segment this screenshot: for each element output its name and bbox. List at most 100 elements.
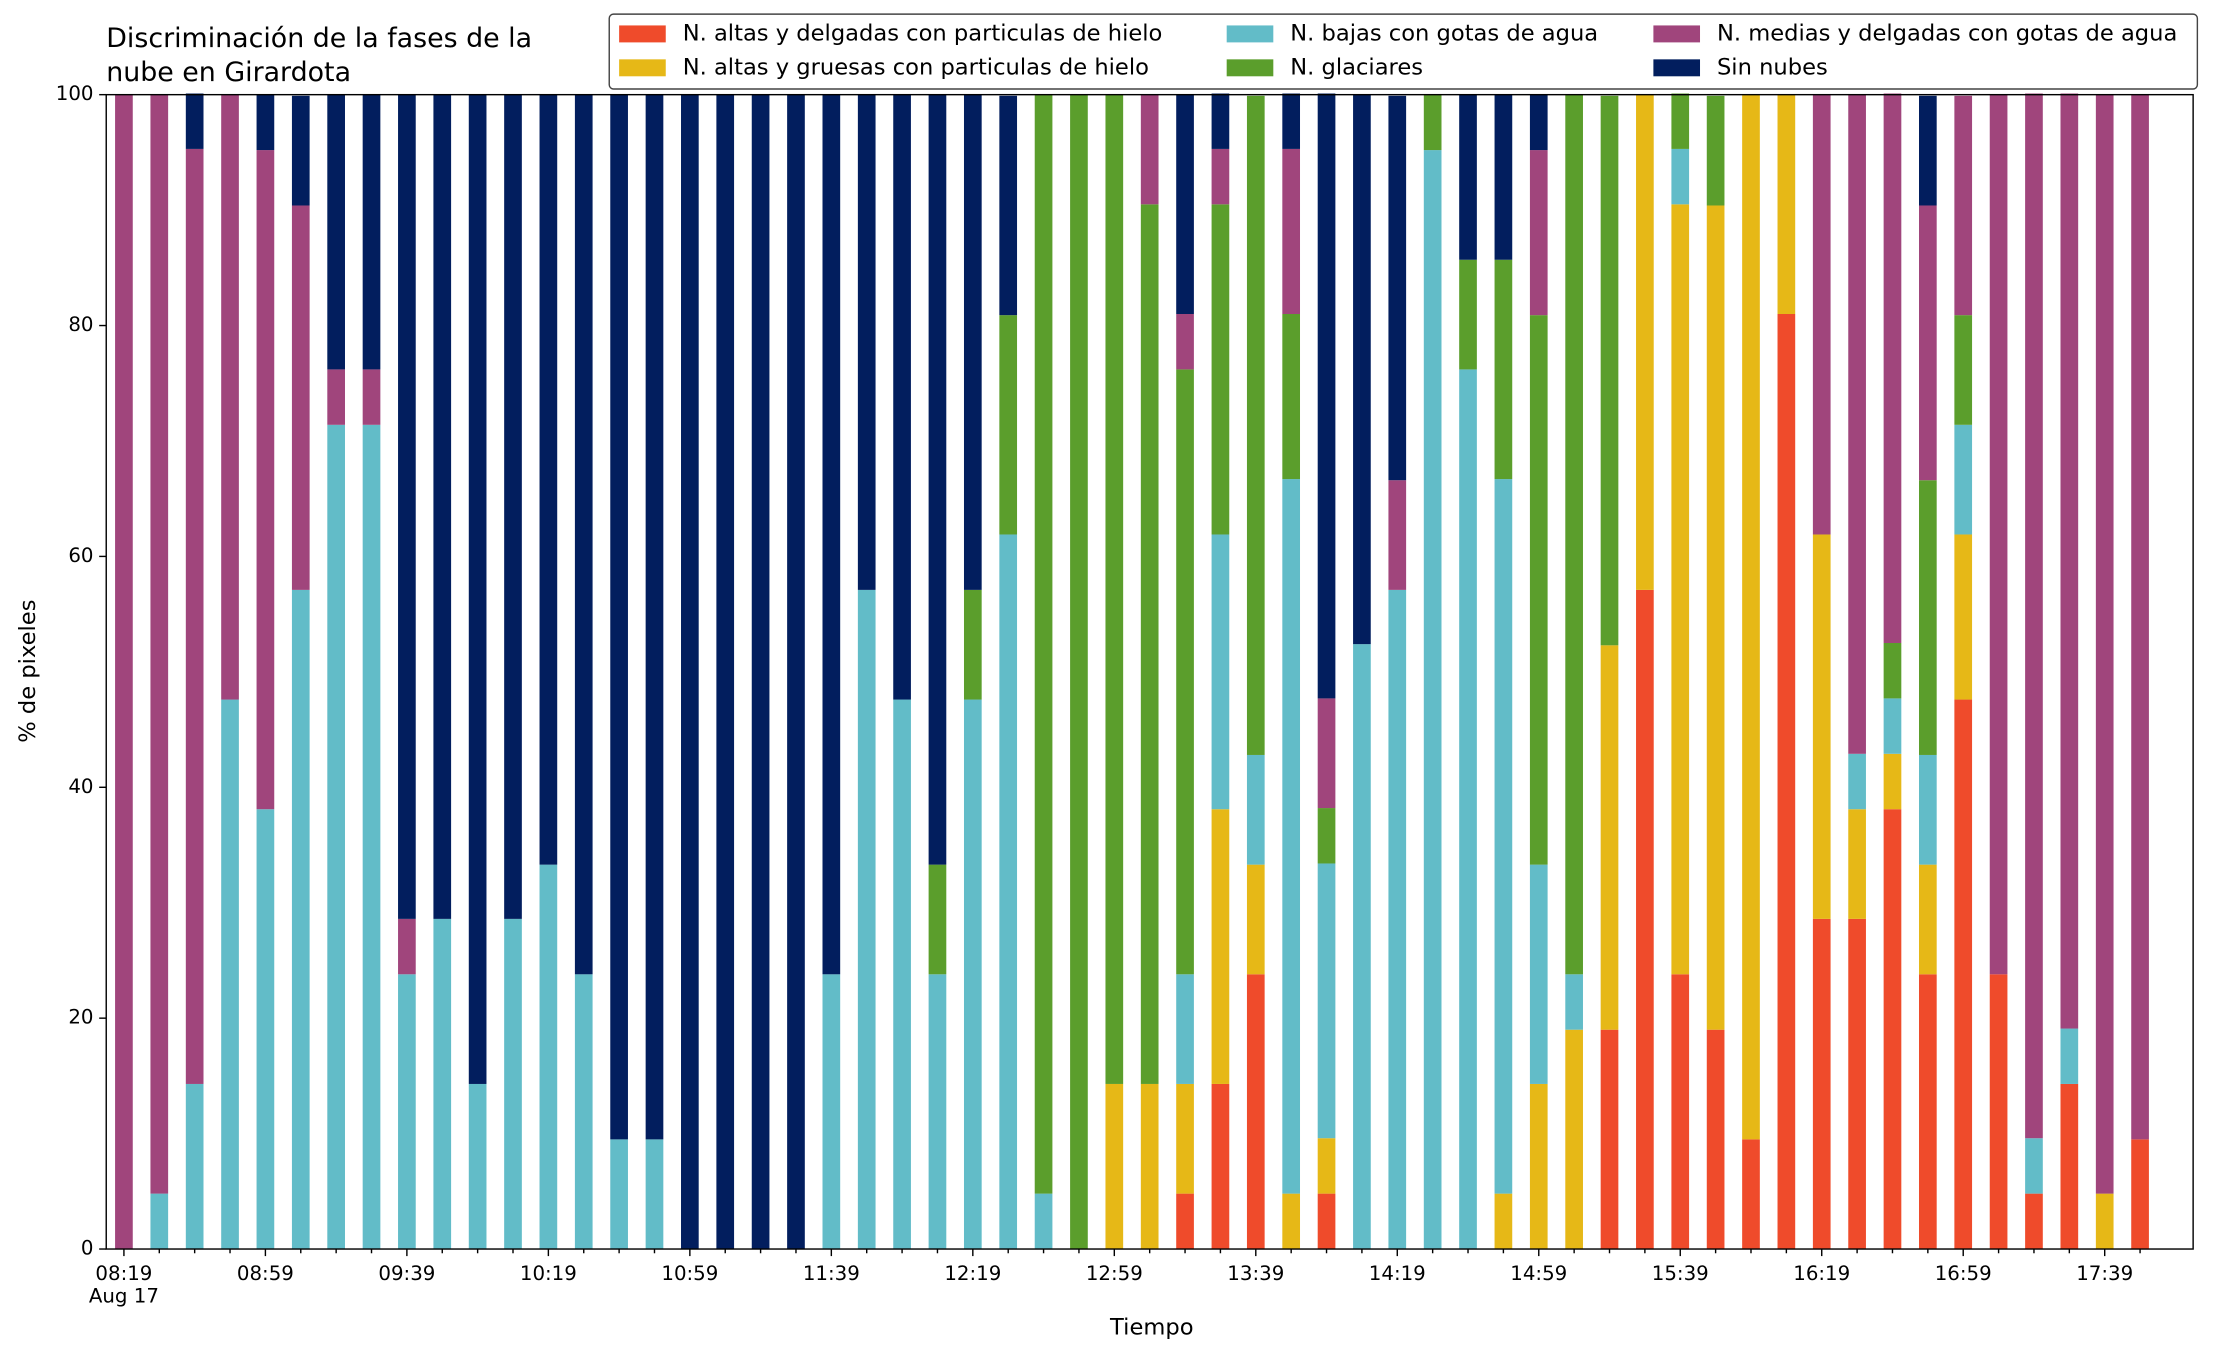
bar-segment <box>963 699 982 1250</box>
y-tick-label: 80 <box>68 313 93 336</box>
bar-segment <box>822 94 841 975</box>
bar-segment <box>1140 204 1159 1084</box>
bar-segment <box>610 94 628 1140</box>
bar-segment <box>1317 1193 1336 1250</box>
bar-segment <box>1919 754 1937 865</box>
bar-segment <box>822 974 841 1250</box>
bar-segment <box>1600 95 1619 646</box>
bar-segment <box>150 94 169 1194</box>
bar-segment <box>1883 642 1902 699</box>
bar-segment <box>645 94 664 1140</box>
bar-segment <box>1812 534 1831 919</box>
bar-segment <box>1954 95 1973 316</box>
bar-segment <box>751 94 770 1250</box>
legend-box <box>608 13 2199 90</box>
legend-label: N. altas y gruesas con particulas de hie… <box>683 54 1149 80</box>
bar-segment <box>2095 94 2114 1194</box>
bar-segment <box>1706 205 1725 1030</box>
bar-segment <box>1812 94 1831 535</box>
bar-segment <box>221 699 239 1250</box>
bar-segment <box>1812 918 1831 1250</box>
x-tick-label: 15:39 <box>1652 1262 1709 1285</box>
x-tick-label: 14:19 <box>1369 1262 1426 1285</box>
bar-segment <box>1848 753 1866 810</box>
bar-segment <box>1282 479 1301 1194</box>
bar-segment <box>1353 94 1371 645</box>
bar-segment <box>1494 1193 1513 1250</box>
bar-segment <box>185 93 204 149</box>
bar-segment <box>1954 315 1973 425</box>
bar-segment <box>1706 1029 1725 1250</box>
bar-segment <box>362 94 381 370</box>
bar-segment <box>716 94 735 1250</box>
bar-segment <box>291 589 310 1250</box>
legend-swatch <box>619 59 666 77</box>
y-axis-label: % de pixeles <box>15 600 41 743</box>
bar-segment <box>150 1193 169 1250</box>
bar-segment <box>1671 93 1690 149</box>
bar-segment <box>1388 480 1407 590</box>
bar-segment <box>1883 93 1902 643</box>
bar-segment <box>1034 94 1053 1194</box>
bar-segment <box>1671 204 1690 975</box>
bar-segment <box>1388 589 1407 1250</box>
bar-segment <box>1919 480 1937 755</box>
legend-swatch <box>1653 59 1701 77</box>
bar-segment <box>1919 864 1937 975</box>
legend-swatch <box>619 25 666 43</box>
bar-segment <box>1989 974 2008 1250</box>
bar-segment <box>539 94 558 865</box>
bar-segment <box>327 369 345 425</box>
bar-segment <box>893 94 911 700</box>
bar-segment <box>1954 534 1973 700</box>
legend-label: Sin nubes <box>1717 54 1828 80</box>
bar-segment <box>1919 974 1937 1250</box>
bar-segment <box>1529 94 1548 151</box>
bar-segment <box>1529 864 1548 1084</box>
bar-segment <box>1211 204 1230 535</box>
x-axis-label: Tiempo <box>1109 1315 1193 1341</box>
x-tick-label: 10:59 <box>661 1262 718 1285</box>
bar-segment <box>1282 1193 1301 1250</box>
bar-segment <box>963 94 982 590</box>
legend-label: N. medias y delgadas con gotas de agua <box>1717 20 2177 46</box>
bar-segment <box>1989 94 2008 975</box>
bar-segment <box>1919 95 1937 206</box>
bar-segment <box>1176 974 1194 1084</box>
bar-segment <box>1494 94 1513 260</box>
bar-segment <box>1388 95 1407 481</box>
bar-segment <box>398 974 416 1250</box>
bar-segment <box>1954 424 1973 535</box>
bar-segment <box>433 918 452 1250</box>
bar-segment <box>115 94 133 1250</box>
legend-swatch <box>1226 59 1274 77</box>
bar-segment <box>1282 93 1301 149</box>
bar-segment <box>1600 645 1619 1030</box>
bar-segment <box>504 918 522 1250</box>
bar-segment <box>1494 479 1513 1194</box>
bar-segment <box>1671 974 1690 1250</box>
bar-segment <box>2060 1028 2079 1084</box>
bar-segment <box>256 150 275 810</box>
bar-segment <box>2060 1083 2079 1250</box>
y-tick-label: 60 <box>68 544 93 567</box>
bar-segment <box>857 589 876 1250</box>
bar-segment <box>1423 94 1442 151</box>
bar-segment <box>1282 148 1301 314</box>
bar-segment <box>610 1139 628 1250</box>
bar-segment <box>1317 808 1336 864</box>
bar-segment <box>1034 1193 1053 1250</box>
bar-segment <box>1848 918 1866 1250</box>
bar-segment <box>1494 259 1513 480</box>
bar-segment <box>504 94 522 919</box>
bar-segment <box>398 94 416 919</box>
bar-segment <box>256 809 275 1250</box>
bar-segment <box>999 534 1018 1250</box>
bar-segment <box>185 148 204 1084</box>
legend-label: N. bajas con gotas de agua <box>1290 20 1598 46</box>
bar-segment <box>1353 644 1371 1250</box>
bar-segment <box>787 94 805 1250</box>
bar-segment <box>327 94 345 370</box>
bar-segment <box>1459 94 1477 260</box>
